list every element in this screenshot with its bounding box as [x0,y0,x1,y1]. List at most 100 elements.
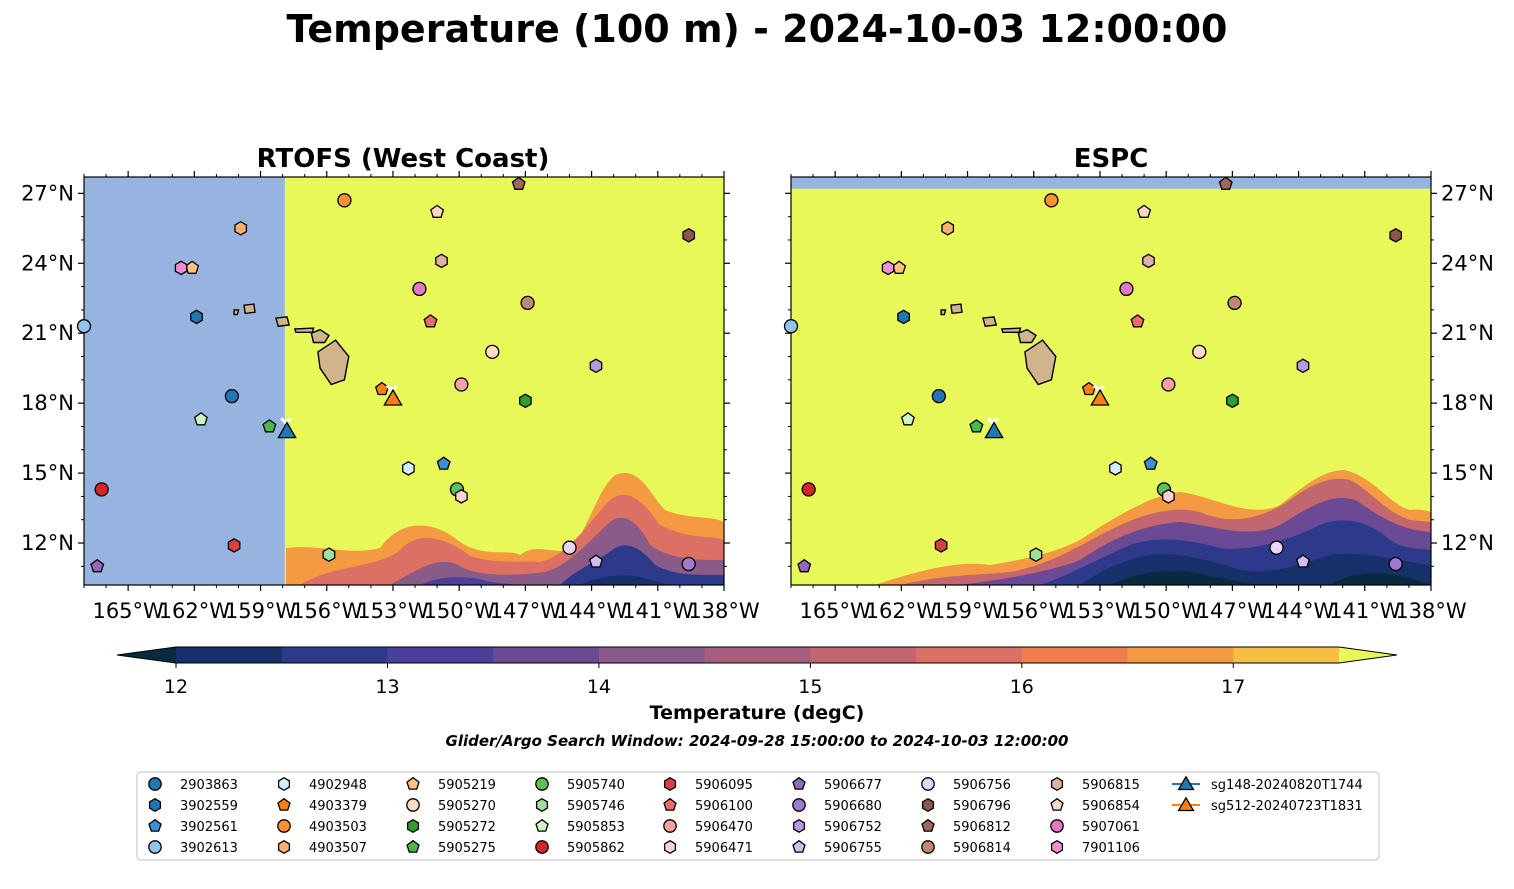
platform-marker-5906755 [588,554,604,568]
platform-marker-7901106 [881,260,895,276]
platform-marker-5905219 [406,776,420,790]
legend-entry-5906470: 5906470 [663,819,753,835]
island-shape [317,339,350,386]
platform-marker-sg512-20240723T1831 [1177,796,1195,812]
platform-marker-5905275 [262,419,277,433]
legend-entry-5906756: 5906756 [921,777,1011,793]
legend-label: 4902948 [309,778,367,793]
legend-entry-4903507: 4903507 [277,839,367,856]
island-shape [1017,328,1037,344]
island-shape [243,303,256,315]
legend-entry-5907061: 5907061 [1050,819,1140,835]
legend: 2903863 3902559 3902561 3902613 4902948 49033… [136,771,1380,861]
platform-marker-5906756 [1269,540,1284,555]
platform-marker-5905746 [322,547,336,563]
x-tick-label: 159°W [225,599,297,623]
platform-marker-4903503 [277,819,291,833]
platform-marker-5907061 [412,281,427,297]
legend-entry-4902948: 4902948 [277,776,367,793]
colorbar-tick-label: 15 [798,676,822,698]
legend-entry-5905853: 5905853 [535,818,625,835]
platform-markers-rtofs [76,176,696,573]
platform-marker-5906756 [562,540,577,555]
platform-marker-5906095 [934,538,948,553]
platform-marker-5905275 [969,419,984,433]
legend-label: 5906854 [1082,799,1140,814]
colorbar-label: Temperature (degC) [650,702,865,724]
legend-label: 5906756 [953,778,1011,793]
platform-markers-espc [783,176,1403,573]
platform-marker-5905862 [801,482,816,497]
colorbar-segment [387,647,494,663]
platform-marker-5906680 [1388,556,1403,572]
island-shape [1000,327,1022,333]
y-tick-label: 24°N [1441,251,1494,275]
island-shape [233,309,240,316]
platform-marker-4902948 [277,776,291,792]
platform-marker-4902948 [402,461,415,476]
platform-marker-5906815 [1050,776,1064,792]
platform-marker-7901106 [1050,839,1064,855]
platform-marker-5906680 [792,798,806,812]
platform-marker-4902948 [1109,461,1122,476]
platform-marker-5905272 [519,393,532,409]
platform-marker-5906677 [792,776,806,790]
platform-marker-3902561 [148,818,162,832]
platform-marker-3902613 [783,319,799,334]
platform-marker-5906470 [663,819,677,833]
legend-label: 7901106 [1082,841,1140,856]
legend-entry-3902559: 3902559 [148,797,238,814]
island-shape [293,327,315,333]
colorbar-tick-label: 16 [1010,676,1034,698]
platform-marker-4903503 [1044,193,1059,208]
platform-marker-2903863 [224,389,240,404]
colorbar-extend-high [1339,647,1397,663]
platform-marker-5906677 [797,558,812,573]
platform-marker-sg148-20240820T1744 [277,421,297,439]
platform-marker-5906755 [792,839,806,853]
no-data-region [791,177,1431,189]
platform-marker-5906752 [792,818,806,834]
platform-marker-3902561 [1143,456,1158,470]
legend-entry-5905746: 5905746 [535,797,625,814]
y-tick-label: 12°N [21,531,74,555]
legend-label: 5906755 [824,841,882,856]
legend-entry-5906815: 5906815 [1050,776,1140,793]
hawaiian-islands [940,303,1057,386]
platform-marker-5906814 [1227,295,1242,311]
y-tick-label: 27°N [21,181,74,205]
x-tick-label: 141°W [622,599,694,623]
legend-entry-4903379: 4903379 [277,797,367,814]
hawaiian-islands [233,303,350,386]
no-data-region [84,177,285,585]
platform-marker-5905746 [1029,547,1043,563]
platform-marker-5906752 [1296,358,1310,374]
platform-marker-5906812 [921,818,935,832]
legend-label: 4903507 [309,841,367,856]
platform-marker-5905270 [485,344,500,360]
search-window-note: Glider/Argo Search Window: 2024-09-28 15… [446,732,1069,750]
legend-label: 5906677 [824,778,882,793]
platform-marker-5906796 [682,227,696,243]
y-tick-label: 12°N [1441,531,1494,555]
colorbar-segment [1233,647,1340,663]
platform-marker-5906854 [430,204,445,218]
colorbar-tick-label: 12 [164,676,188,698]
platform-marker-5905270 [1192,344,1207,360]
legend-label: 5906470 [695,820,753,835]
legend-entry-sg148-20240820T1744: sg148-20240820T1744 [1172,775,1363,793]
colorbar-extend-low [117,647,176,663]
x-tick-label: 153°W [1064,599,1136,623]
platform-marker-sg148-20240820T1744 [984,421,1004,439]
platform-marker-5906755 [1295,554,1311,568]
x-tick-label: 162°W [159,599,231,623]
platform-marker-5906100 [663,797,677,811]
colorbar: 12 13 14 15 16 17 Temperature (degC) [116,646,1398,724]
platform-marker-5905862 [535,840,549,854]
island-shape [982,316,998,327]
platform-marker-5906814 [921,840,935,854]
platform-marker-5906471 [1162,489,1175,504]
platform-marker-5905270 [406,798,420,812]
legend-label: 4903503 [309,820,367,835]
platform-marker-2903863 [931,389,947,404]
